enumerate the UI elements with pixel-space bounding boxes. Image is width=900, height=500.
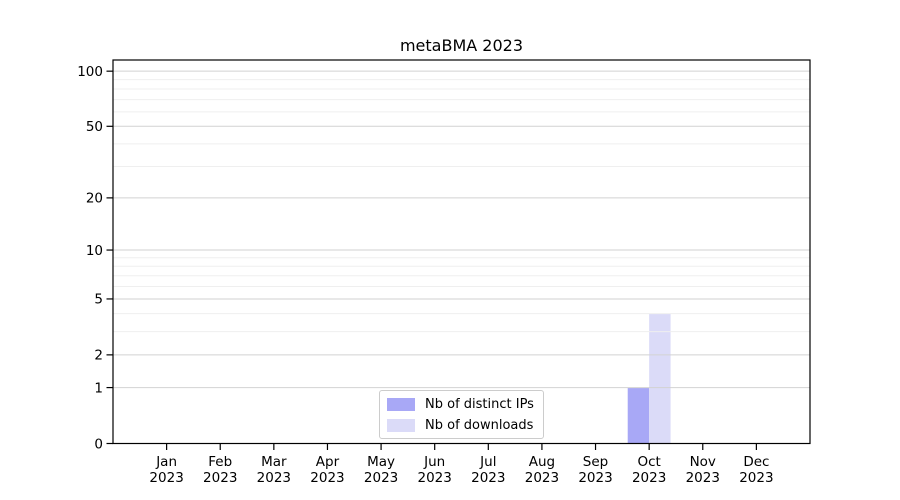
- plot-spines: [112, 59, 811, 445]
- y-tick-label: 5: [94, 292, 103, 308]
- x-tick-label-month: Jan: [155, 454, 177, 470]
- y-tick-label: 2: [94, 348, 103, 364]
- legend-swatch-distinct-ips: [387, 397, 415, 411]
- y-tick-label: 1: [94, 380, 103, 396]
- x-tick-label-year: 2023: [418, 470, 452, 486]
- x-tick-label-month: Jul: [479, 454, 496, 470]
- y-tick-label: 0: [94, 436, 103, 452]
- x-tick-label-month: Oct: [637, 454, 660, 470]
- y-tick-label: 20: [86, 191, 103, 207]
- x-tick-label-month: Feb: [208, 454, 232, 470]
- x-tick-label-month: Mar: [261, 454, 287, 470]
- y-tick-label: 100: [77, 64, 103, 80]
- x-tick-label-month: Dec: [743, 454, 769, 470]
- x-tick-label-month: Apr: [316, 454, 340, 470]
- x-tick-label-year: 2023: [632, 470, 666, 486]
- x-tick-label-year: 2023: [471, 470, 505, 486]
- x-tick-label-month: Jun: [423, 454, 445, 470]
- bar-oct-downloads: [649, 313, 671, 444]
- x-tick-label-year: 2023: [149, 470, 183, 486]
- x-tick-label-year: 2023: [203, 470, 237, 486]
- legend-label-downloads: Nb of downloads: [425, 417, 534, 433]
- x-tick-label-month: Aug: [529, 454, 555, 470]
- legend-entry-downloads: Nb of downloads: [387, 416, 534, 434]
- legend-label-distinct-ips: Nb of distinct IPs: [425, 396, 534, 412]
- x-tick-label-year: 2023: [364, 470, 398, 486]
- y-tick-label: 10: [86, 243, 103, 259]
- chart-title: metaBMA 2023: [399, 36, 524, 55]
- x-tick-label-year: 2023: [686, 470, 720, 486]
- legend-swatch-downloads: [387, 418, 415, 432]
- legend-box: Nb of distinct IPs Nb of downloads: [379, 390, 544, 439]
- x-tick-label-month: Nov: [690, 454, 716, 470]
- bar-oct-distinct-ips: [627, 387, 650, 444]
- x-tick-label-year: 2023: [257, 470, 291, 486]
- x-tick-label-year: 2023: [525, 470, 559, 486]
- x-tick-label-month: May: [367, 454, 395, 470]
- x-tick-label-year: 2023: [578, 470, 612, 486]
- y-tick-label: 50: [86, 119, 103, 135]
- x-tick-label-month: Sep: [583, 454, 608, 470]
- x-tick-label-year: 2023: [310, 470, 344, 486]
- legend-entry-distinct-ips: Nb of distinct IPs: [387, 395, 534, 413]
- x-tick-label-year: 2023: [739, 470, 773, 486]
